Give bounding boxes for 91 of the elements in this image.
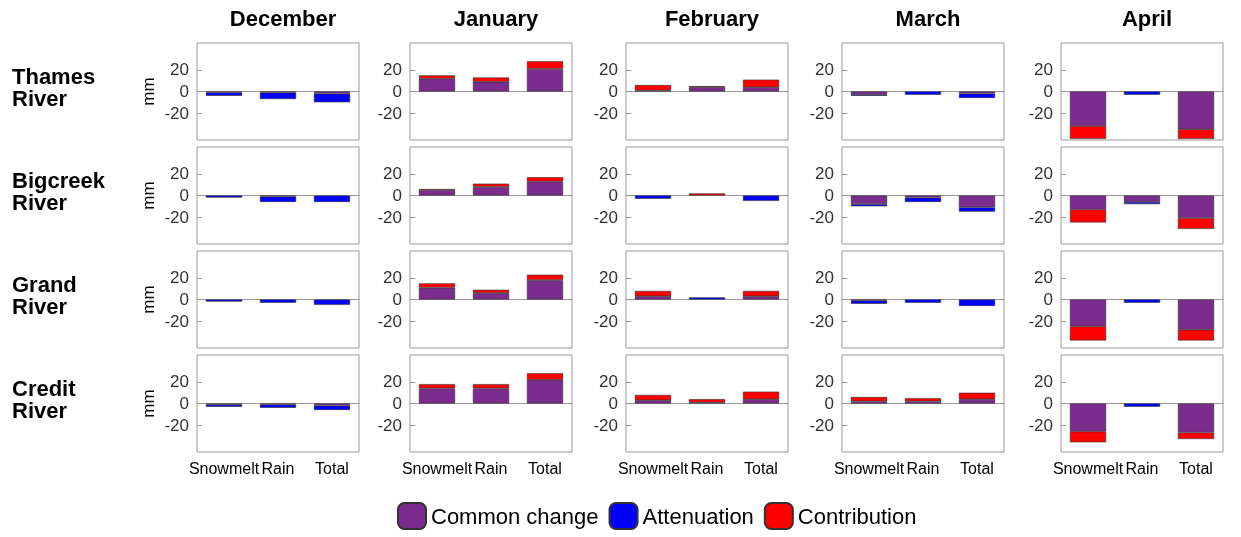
text: Thames River bbox=[12, 63, 102, 111]
x-tick-label: Snowmelt bbox=[1052, 459, 1124, 477]
y-tick-label: 20 bbox=[383, 372, 402, 392]
y-tick-label: -20 bbox=[593, 207, 618, 227]
y-tick-label: -20 bbox=[377, 103, 402, 123]
y-tick-label: 20 bbox=[1034, 372, 1053, 392]
x-tick-label: Total bbox=[315, 459, 349, 477]
legend-label: Common change bbox=[431, 503, 599, 529]
x-tick-label: Total bbox=[1179, 459, 1213, 477]
x-tick-label: Rain bbox=[474, 459, 508, 477]
chart-title: April bbox=[1121, 5, 1173, 31]
y-tick-label: -20 bbox=[1028, 207, 1053, 227]
y-tick-label: 20 bbox=[815, 372, 834, 392]
y-tick-label: 20 bbox=[815, 164, 834, 184]
y-tick-label: 0 bbox=[824, 186, 834, 205]
y-axis-title: mm bbox=[139, 389, 158, 418]
x-tick-label: Snowmelt bbox=[617, 459, 689, 477]
y-tick-label: -20 bbox=[593, 103, 618, 123]
y-tick-label: 20 bbox=[383, 60, 402, 80]
x-tick-label: Snowmelt bbox=[401, 459, 473, 477]
y-tick-label: 20 bbox=[599, 60, 618, 80]
y-tick-label: 0 bbox=[824, 82, 834, 101]
y-tick-label: -20 bbox=[377, 311, 402, 331]
text: Bigcreek River bbox=[12, 167, 112, 215]
x-tick-label: Total bbox=[744, 459, 778, 477]
y-tick-label: 0 bbox=[179, 82, 189, 101]
y-tick-label: 0 bbox=[392, 82, 402, 101]
y-tick-label: -20 bbox=[809, 207, 834, 227]
y-tick-label: 0 bbox=[1043, 186, 1053, 205]
y-tick-label: 0 bbox=[824, 394, 834, 413]
text: Credit River bbox=[12, 375, 82, 423]
y-axis-title: mm bbox=[139, 285, 158, 314]
x-tick-label: Total bbox=[960, 459, 994, 477]
text: Grand River bbox=[12, 271, 83, 319]
y-tick-label: 20 bbox=[383, 164, 402, 184]
y-tick-label: 0 bbox=[608, 82, 618, 101]
y-tick-label: -20 bbox=[377, 415, 402, 435]
x-tick-label: Snowmelt bbox=[833, 459, 905, 477]
y-tick-label: 20 bbox=[170, 372, 189, 392]
y-tick-label: 20 bbox=[1034, 60, 1053, 80]
y-tick-label: 20 bbox=[383, 268, 402, 288]
y-tick-label: 20 bbox=[1034, 268, 1053, 288]
y-tick-label: -20 bbox=[1028, 311, 1053, 331]
legend-label: Contribution bbox=[797, 503, 917, 529]
chart-title: March bbox=[895, 5, 961, 31]
x-tick-label: Total bbox=[528, 459, 562, 477]
y-tick-label: 0 bbox=[608, 186, 618, 205]
y-tick-label: -20 bbox=[377, 207, 402, 227]
y-tick-label: -20 bbox=[164, 415, 189, 435]
y-tick-label: 0 bbox=[1043, 82, 1053, 101]
y-tick-label: 0 bbox=[608, 394, 618, 413]
x-tick-label: Rain bbox=[906, 459, 940, 477]
y-tick-label: 0 bbox=[1043, 290, 1053, 309]
y-tick-label: 0 bbox=[392, 394, 402, 413]
legend-label: Attenuation bbox=[642, 503, 754, 529]
y-tick-label: -20 bbox=[809, 311, 834, 331]
y-tick-label: 0 bbox=[392, 290, 402, 309]
y-tick-label: 20 bbox=[815, 60, 834, 80]
y-tick-label: 20 bbox=[170, 164, 189, 184]
y-tick-label: 20 bbox=[599, 164, 618, 184]
y-tick-label: -20 bbox=[1028, 103, 1053, 123]
y-tick-label: 0 bbox=[392, 186, 402, 205]
y-tick-label: -20 bbox=[1028, 415, 1053, 435]
y-tick-label: 20 bbox=[599, 268, 618, 288]
x-tick-label: Rain bbox=[261, 459, 295, 477]
y-tick-label: 0 bbox=[1043, 394, 1053, 413]
x-tick-label: Rain bbox=[1125, 459, 1159, 477]
y-tick-label: 0 bbox=[608, 290, 618, 309]
y-tick-label: 0 bbox=[179, 186, 189, 205]
y-tick-label: -20 bbox=[593, 311, 618, 331]
y-axis-title: mm bbox=[139, 77, 158, 106]
chart-title: February bbox=[664, 5, 760, 31]
chart-title: January bbox=[453, 5, 539, 31]
x-tick-label: Rain bbox=[690, 459, 724, 477]
y-tick-label: 20 bbox=[599, 372, 618, 392]
y-tick-label: 0 bbox=[824, 290, 834, 309]
y-tick-label: 20 bbox=[815, 268, 834, 288]
y-tick-label: -20 bbox=[809, 415, 834, 435]
y-tick-label: -20 bbox=[809, 103, 834, 123]
chart-title: December bbox=[229, 5, 337, 31]
x-tick-label: Snowmelt bbox=[188, 459, 260, 477]
y-tick-label: -20 bbox=[164, 207, 189, 227]
y-tick-label: -20 bbox=[593, 415, 618, 435]
y-axis-title: mm bbox=[139, 181, 158, 210]
y-tick-label: 20 bbox=[1034, 164, 1053, 184]
y-tick-label: 20 bbox=[170, 60, 189, 80]
y-tick-label: -20 bbox=[164, 103, 189, 123]
y-tick-label: -20 bbox=[164, 311, 189, 331]
y-tick-label: 20 bbox=[170, 268, 189, 288]
y-tick-label: 0 bbox=[179, 394, 189, 413]
y-tick-label: 0 bbox=[179, 290, 189, 309]
